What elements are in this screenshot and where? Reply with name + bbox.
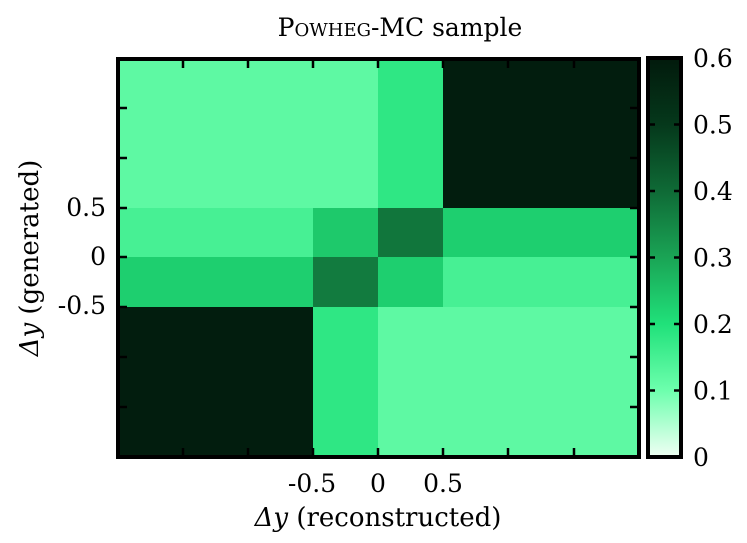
colorbar-tick-label-2: 0.2 bbox=[693, 310, 733, 339]
y-tick-label-05: 0.5 bbox=[66, 193, 106, 222]
colorbar-tick-label-6: 0.6 bbox=[693, 44, 733, 73]
heatmap-cell-r1-c1 bbox=[313, 208, 378, 257]
heatmap-cell-r2-c1 bbox=[313, 257, 378, 307]
heatmap-cells bbox=[118, 59, 639, 457]
colorbar-ticks: 0 0.1 0.2 0.3 0.4 0.5 0.6 bbox=[648, 44, 733, 472]
heatmap-cell-r3-c1 bbox=[313, 307, 378, 457]
heatmap-cell-r3-c2 bbox=[378, 307, 443, 457]
heatmap-cell-r0-c2 bbox=[378, 59, 443, 208]
heatmap-cell-r1-c3 bbox=[443, 208, 639, 257]
heatmap-cell-r2-c2 bbox=[378, 257, 443, 307]
y-tick-label-0: 0 bbox=[90, 242, 106, 271]
colorbar-tick-label-3: 0.3 bbox=[693, 244, 733, 273]
heatmap-cell-r3-c0 bbox=[118, 307, 313, 457]
y-axis-title: Δy (generated) bbox=[15, 160, 45, 358]
heatmap-cell-r2-c3 bbox=[443, 257, 639, 307]
colorbar-tick-label-0: 0 bbox=[693, 443, 709, 472]
plot-ticks bbox=[118, 59, 639, 457]
heatmap-cell-r0-c0 bbox=[118, 59, 313, 208]
x-tick-label-0: 0 bbox=[370, 469, 386, 498]
colorbar-tick-label-1: 0.1 bbox=[693, 377, 733, 406]
heatmap-cell-r1-c2 bbox=[378, 208, 443, 257]
x-axis-title: Δy (reconstructed) bbox=[254, 503, 502, 533]
colorbar-tick-label-4: 0.4 bbox=[693, 177, 733, 206]
colorbar-tick-label-5: 0.5 bbox=[693, 111, 733, 140]
chart-title: Powheg-MC sample bbox=[278, 13, 523, 42]
heatmap-cell-r2-c0 bbox=[118, 257, 313, 307]
y-tick-label-neg05: -0.5 bbox=[58, 291, 106, 320]
heatmap-cell-r0-c1 bbox=[313, 59, 378, 208]
x-tick-label-neg05: -0.5 bbox=[288, 469, 336, 498]
heatmap-cell-r1-c0 bbox=[118, 208, 313, 257]
x-tick-label-05: 0.5 bbox=[423, 469, 463, 498]
heatmap-cell-r3-c3 bbox=[443, 307, 639, 457]
heatmap-cell-r0-c3 bbox=[443, 59, 639, 208]
